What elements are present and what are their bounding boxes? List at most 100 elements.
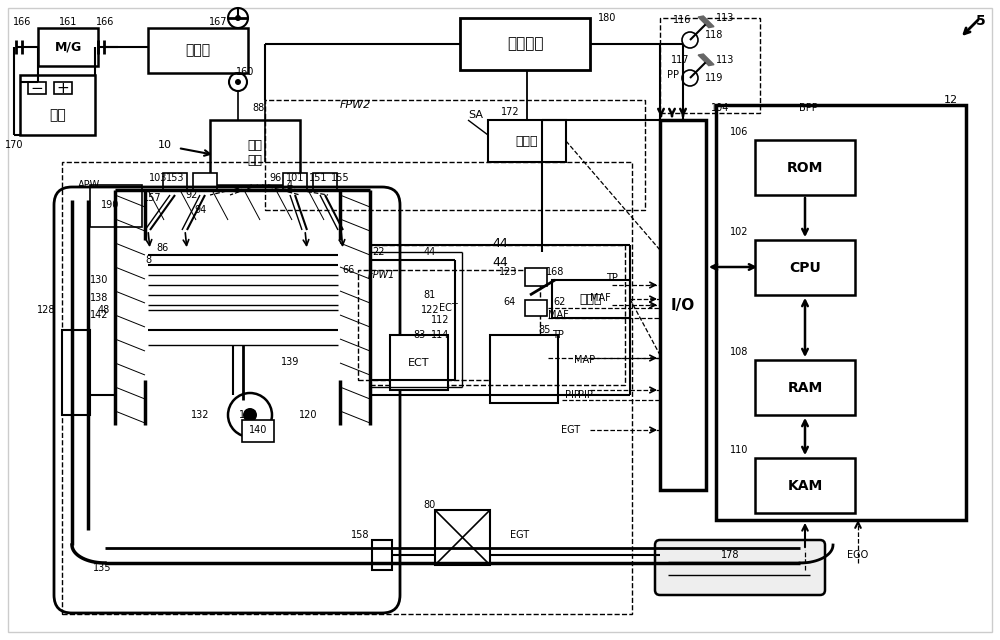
Text: PP: PP (667, 70, 679, 80)
Text: ECT: ECT (408, 358, 430, 367)
Text: 122: 122 (421, 305, 439, 315)
Text: 116: 116 (673, 15, 691, 25)
Text: MAP: MAP (574, 355, 596, 365)
Text: MAF: MAF (590, 293, 610, 303)
Bar (755, 140, 855, 195)
Bar (358, 270, 540, 380)
Text: 113: 113 (716, 55, 734, 65)
Text: 153: 153 (166, 173, 184, 183)
Text: 80: 80 (424, 500, 436, 510)
Bar (660, 18, 760, 113)
Text: 190: 190 (101, 200, 119, 210)
Bar (488, 120, 566, 162)
Text: 120: 120 (299, 410, 317, 420)
Text: CPU: CPU (789, 260, 821, 275)
Text: 8: 8 (145, 255, 151, 265)
Bar (552, 280, 630, 318)
Text: 点火
系统: 点火 系统 (248, 138, 263, 166)
Bar (242, 420, 274, 442)
Text: 117: 117 (671, 55, 689, 65)
Text: M/G: M/G (54, 40, 82, 54)
Text: 94: 94 (194, 205, 206, 215)
Bar (20, 75, 95, 135)
Text: 变速器: 变速器 (185, 44, 211, 58)
Text: 驱动器: 驱动器 (516, 134, 538, 147)
Bar (62, 330, 90, 415)
Text: EGT: EGT (510, 530, 530, 540)
Text: FPW2: FPW2 (340, 100, 371, 110)
Text: 12: 12 (944, 95, 958, 105)
Bar (370, 245, 625, 385)
Bar (372, 540, 392, 570)
Text: 128: 128 (37, 305, 55, 315)
Text: 180: 180 (598, 13, 616, 23)
Text: TP: TP (552, 330, 564, 340)
Bar (265, 100, 645, 210)
Text: 130: 130 (90, 275, 108, 285)
Text: 108: 108 (730, 347, 748, 357)
Text: 168: 168 (546, 267, 564, 277)
Text: 44: 44 (492, 255, 508, 269)
Text: 160: 160 (236, 67, 254, 77)
Text: 113: 113 (716, 13, 734, 23)
Bar (660, 120, 706, 490)
Text: 161: 161 (59, 17, 77, 27)
Text: 170: 170 (5, 140, 23, 150)
Text: 135: 135 (93, 563, 111, 573)
Bar (54, 82, 72, 94)
Text: 167: 167 (209, 17, 227, 27)
Text: 123: 123 (499, 267, 517, 277)
Circle shape (235, 79, 241, 85)
Text: 81: 81 (424, 290, 436, 300)
Bar (755, 360, 855, 415)
Text: TP: TP (606, 273, 618, 283)
Text: 119: 119 (705, 73, 723, 83)
Text: 66: 66 (342, 265, 354, 275)
Polygon shape (698, 16, 714, 28)
Text: 178: 178 (721, 550, 739, 560)
Text: 4: 4 (287, 180, 293, 190)
Circle shape (243, 408, 257, 422)
Bar (755, 240, 855, 295)
Text: 62: 62 (554, 297, 566, 307)
Text: MAF: MAF (548, 310, 568, 320)
Text: 158: 158 (351, 530, 369, 540)
Text: 172: 172 (501, 107, 519, 117)
Text: 157: 157 (143, 193, 161, 203)
Bar (193, 173, 217, 191)
Text: PIP: PIP (565, 390, 580, 400)
FancyBboxPatch shape (655, 540, 825, 595)
Text: +: + (57, 81, 69, 95)
Text: 101: 101 (286, 173, 304, 183)
Bar (525, 268, 547, 286)
Text: EGO: EGO (847, 550, 869, 560)
Text: 102: 102 (730, 227, 748, 237)
Bar (490, 335, 558, 403)
Text: FPW1: FPW1 (368, 270, 395, 280)
Polygon shape (698, 54, 714, 66)
Text: PIP: PIP (578, 390, 592, 400)
Text: I/O: I/O (671, 298, 695, 312)
Text: 151: 151 (309, 173, 327, 183)
Text: −: − (31, 81, 43, 95)
Text: 44: 44 (492, 237, 508, 250)
Text: 10: 10 (158, 140, 172, 150)
Bar (755, 458, 855, 513)
Text: 118: 118 (705, 30, 723, 40)
Text: 106: 106 (730, 127, 748, 137)
Text: 64: 64 (504, 297, 516, 307)
Text: 132: 132 (191, 410, 209, 420)
Bar (283, 173, 307, 191)
Text: ECT: ECT (439, 303, 457, 313)
Text: 驱动器: 驱动器 (580, 292, 602, 305)
Text: KAM: KAM (787, 479, 823, 493)
Text: BPP: BPP (799, 103, 817, 113)
Bar (460, 18, 590, 70)
Bar (90, 185, 142, 227)
Text: 83: 83 (414, 330, 426, 340)
Text: ROM: ROM (787, 161, 823, 175)
Text: 138: 138 (90, 293, 108, 303)
Bar (716, 105, 966, 520)
Bar (148, 28, 248, 73)
Bar (525, 300, 547, 316)
